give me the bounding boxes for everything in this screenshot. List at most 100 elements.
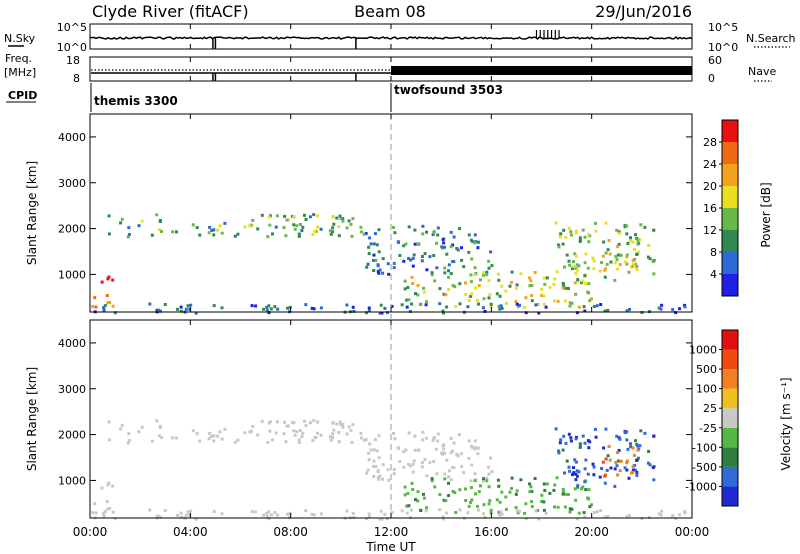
- velocity-cell: [659, 513, 663, 517]
- power-cell: [442, 311, 445, 315]
- power-cell: [460, 246, 463, 250]
- power-cell: [284, 234, 288, 238]
- power-cell: [430, 273, 434, 277]
- power-cell: [150, 233, 154, 237]
- power-cell: [583, 261, 587, 265]
- velocity-cell: [460, 464, 464, 468]
- velocity-cell: [575, 517, 579, 521]
- velocity-cell: [567, 432, 571, 436]
- power-cell: [364, 232, 368, 235]
- velocity-cell: [402, 450, 406, 454]
- velocity-cell: [113, 517, 117, 521]
- power-cell: [447, 269, 451, 273]
- power-cell: [614, 255, 618, 258]
- power-cell: [347, 219, 351, 223]
- velocity-cell: [390, 510, 394, 514]
- velocity-cell: [524, 517, 528, 521]
- velocity-cell: [646, 461, 650, 465]
- velocity-cell: [431, 439, 435, 443]
- velocity-cell: [504, 495, 508, 499]
- velocity-cell: [402, 465, 406, 469]
- power-cell: [562, 228, 566, 232]
- velocity-cell: [595, 510, 599, 514]
- power-cell: [451, 243, 455, 247]
- velocity-cell: [481, 512, 485, 516]
- power-cell: [100, 280, 104, 284]
- power-cell: [312, 307, 316, 311]
- power-cell: [467, 233, 471, 237]
- velocity-cell: [613, 467, 617, 471]
- power-cell: [616, 267, 620, 271]
- power-cell: [392, 262, 396, 265]
- power-cell: [332, 222, 336, 226]
- power-cell: [267, 215, 271, 219]
- power-cell: [540, 294, 544, 297]
- power-cell: [617, 230, 621, 234]
- power-cell: [674, 311, 678, 315]
- velocity-cell: [548, 491, 552, 495]
- velocity-cell: [329, 438, 333, 442]
- power-cell: [316, 214, 319, 218]
- power-cell: [603, 275, 607, 279]
- velocity-cell: [629, 442, 632, 446]
- velocity-cell: [536, 509, 540, 512]
- velocity-cell: [576, 484, 580, 488]
- power-cell: [103, 304, 107, 308]
- power-cell: [251, 218, 255, 222]
- power-cell: [106, 301, 110, 305]
- velocity-cell: [514, 492, 518, 496]
- power-cell: [447, 275, 450, 279]
- power-cell: [413, 228, 417, 232]
- velocity-cell: [678, 513, 681, 517]
- velocity-cell: [335, 422, 339, 426]
- power-cell: [476, 298, 479, 302]
- x-tick-label: 00:00: [675, 525, 710, 539]
- power-cell: [569, 230, 573, 234]
- power-cell: [489, 305, 493, 309]
- freq-panel: Freq. [MHz] 18 8 60 0 Nave: [4, 52, 776, 85]
- power-cell: [367, 309, 371, 313]
- velocity-cell: [444, 499, 448, 503]
- velocity-colorbar-label: Velocity [m s⁻¹]: [779, 377, 793, 470]
- power-cell: [574, 231, 578, 235]
- power-cell: [488, 293, 492, 297]
- velocity-cell: [367, 515, 371, 519]
- velocity-cell: [571, 473, 574, 477]
- velocity-cell: [268, 429, 272, 433]
- power-cell: [311, 233, 315, 237]
- power-cell: [571, 267, 574, 271]
- velocity-cell: [442, 517, 445, 521]
- velocity-cell: [120, 423, 124, 427]
- velocity-cell: [338, 420, 342, 424]
- velocity-cell: [347, 425, 351, 429]
- velocity-cell: [420, 465, 424, 469]
- velocity-cell: [543, 488, 547, 492]
- x-tick-label: 00:00: [73, 525, 108, 539]
- velocity-cell: [276, 513, 280, 517]
- power-cell: [638, 238, 642, 242]
- power-cell: [615, 258, 619, 262]
- velocity-cell: [590, 503, 593, 507]
- velocity-cell: [365, 471, 369, 475]
- power-cell: [482, 271, 485, 275]
- power-cell: [407, 225, 411, 229]
- velocity-cell: [339, 423, 343, 427]
- velocity-cell: [432, 437, 436, 440]
- power-cell: [402, 244, 406, 248]
- velocity-cell: [331, 432, 335, 436]
- velocity-cell: [629, 445, 633, 449]
- power-cell: [473, 241, 477, 245]
- velocity-cell: [473, 447, 477, 451]
- power-cell: [365, 265, 369, 269]
- velocity-cell: [623, 431, 627, 435]
- cpid-mode-2: twofsound 3503: [394, 83, 503, 97]
- power-cell: [433, 279, 437, 283]
- velocity-cell: [561, 492, 565, 496]
- velocity-cell: [487, 465, 491, 469]
- power-cell: [603, 309, 607, 313]
- velocity-cell: [349, 428, 353, 432]
- power-cell: [256, 227, 260, 231]
- velocity-cell: [403, 493, 407, 497]
- power-cell: [564, 235, 568, 239]
- velocity-cell: [458, 488, 462, 492]
